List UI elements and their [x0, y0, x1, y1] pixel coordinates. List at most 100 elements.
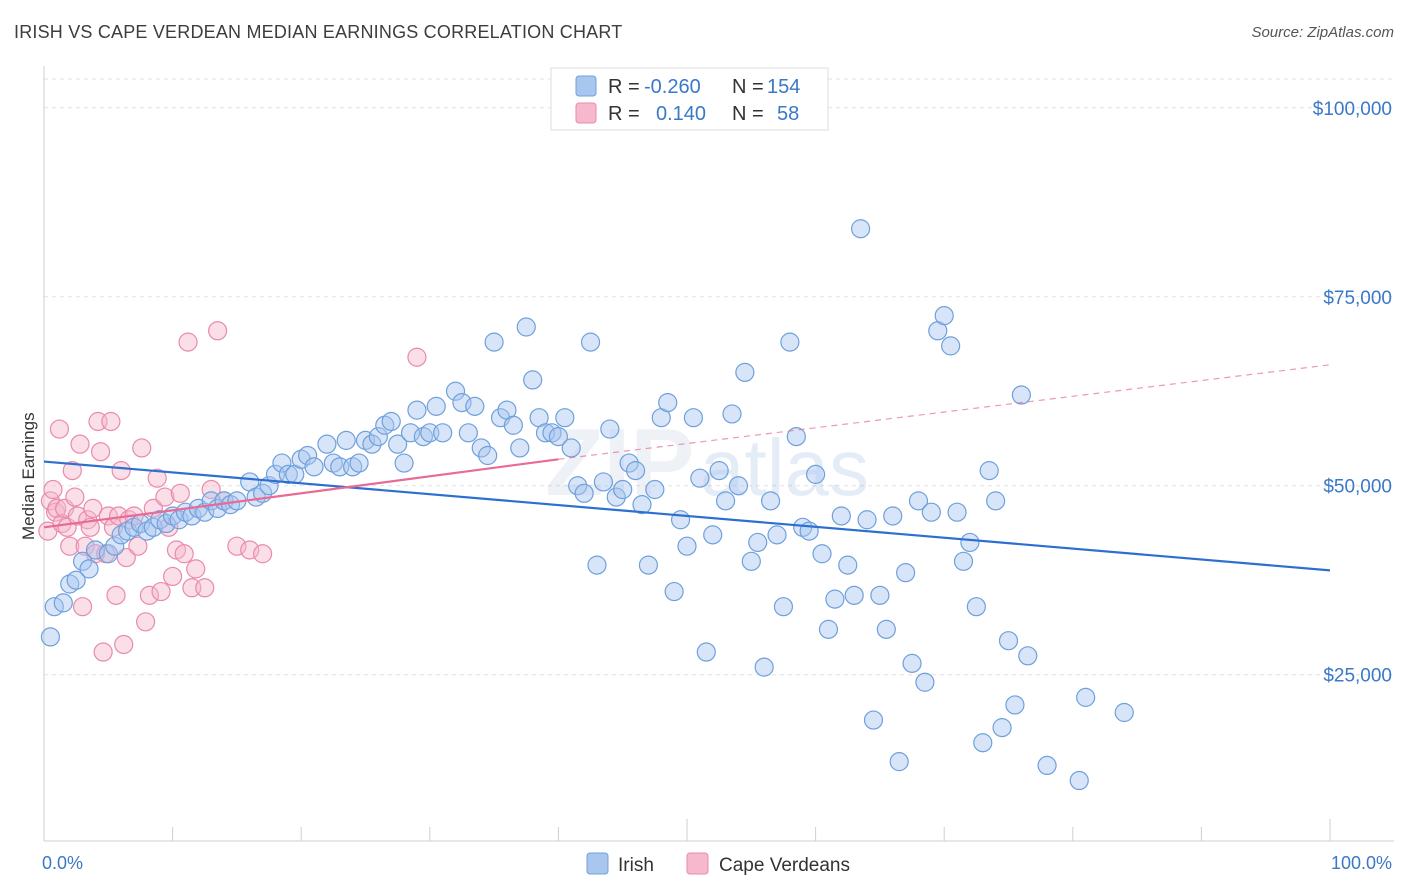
- data-point: [812, 544, 832, 564]
- data-point: [986, 491, 1006, 511]
- data-point: [368, 427, 388, 447]
- data-point: [445, 381, 466, 401]
- data-point: [1011, 385, 1031, 405]
- data-point: [178, 332, 198, 352]
- data-point: [934, 306, 954, 326]
- data-point: [72, 597, 93, 617]
- data-point: [703, 525, 723, 545]
- data-point: [863, 710, 884, 730]
- data-point: [593, 472, 614, 492]
- data-point: [195, 578, 215, 598]
- legend-r-value-irish: -0.260: [644, 76, 701, 98]
- data-point: [831, 506, 851, 526]
- data-point: [169, 510, 189, 530]
- data-point: [973, 733, 993, 753]
- data-point: [625, 461, 646, 481]
- data-point: [741, 551, 761, 571]
- data-point: [253, 544, 273, 564]
- data-point: [106, 585, 126, 605]
- data-point: [908, 491, 929, 511]
- data-point: [143, 517, 163, 537]
- data-point: [767, 525, 787, 545]
- data-point: [208, 321, 228, 341]
- data-point: [1114, 702, 1134, 723]
- data-point: [135, 612, 156, 632]
- chart-title: IRISH VS CAPE VERDEAN MEDIAN EARNINGS CO…: [14, 22, 623, 42]
- data-point: [786, 427, 806, 447]
- data-point: [773, 597, 794, 617]
- x-tick-label: 100.0%: [1331, 853, 1392, 873]
- y-tick-label: $50,000: [1323, 477, 1392, 498]
- correlation-legend: R = -0.260 N = 154 R = 0.140 N = 58: [550, 67, 829, 131]
- legend-n-value-cape: 58: [777, 103, 799, 125]
- bottom-legend-cape: Cape Verdeans: [719, 855, 850, 876]
- data-point: [53, 593, 73, 613]
- legend-swatch-cape: [575, 102, 597, 124]
- data-point: [72, 551, 93, 571]
- data-point: [186, 559, 206, 579]
- data-point: [151, 581, 171, 602]
- data-point: [201, 479, 221, 500]
- data-point: [574, 483, 594, 503]
- y-tick-label: $25,000: [1323, 666, 1392, 687]
- data-point: [844, 585, 864, 605]
- bottom-legend-swatch-cape: [686, 852, 709, 875]
- source-label: Source: ZipAtlas.com: [1251, 24, 1394, 41]
- data-point: [163, 566, 183, 587]
- data-point: [105, 536, 125, 556]
- data-point: [883, 506, 903, 526]
- data-point: [278, 464, 298, 484]
- data-point: [555, 408, 575, 428]
- data-point: [805, 464, 826, 484]
- data-point: [606, 487, 626, 507]
- data-point: [298, 445, 318, 466]
- data-point: [876, 619, 896, 639]
- data-point: [93, 642, 113, 662]
- data-point: [336, 430, 356, 450]
- cape-trend-line: [43, 458, 559, 529]
- data-point: [760, 491, 781, 511]
- irish-points: [40, 219, 1134, 791]
- data-point: [921, 502, 941, 522]
- data-point: [1018, 646, 1038, 666]
- y-axis-label: Median Earnings: [19, 412, 38, 540]
- data-point: [709, 461, 729, 481]
- data-point: [111, 461, 131, 481]
- data-point: [780, 332, 800, 352]
- legend-swatch-irish: [575, 75, 597, 97]
- data-point: [407, 347, 427, 367]
- data-point: [349, 453, 369, 473]
- data-point: [1076, 687, 1096, 707]
- y-tick-label: $100,000: [1313, 99, 1392, 120]
- data-point: [240, 540, 260, 560]
- data-point: [362, 434, 382, 454]
- data-point: [600, 419, 620, 439]
- data-point: [568, 476, 588, 496]
- data-point: [139, 585, 160, 605]
- data-point: [619, 453, 639, 473]
- data-point: [66, 570, 86, 590]
- x-tick-labels: 0.0% 100.0%: [42, 853, 1392, 873]
- data-point: [70, 434, 90, 454]
- data-point: [510, 438, 530, 458]
- data-point: [516, 317, 536, 337]
- data-point: [156, 513, 176, 534]
- data-point: [67, 506, 88, 526]
- data-point: [632, 495, 652, 515]
- data-point: [90, 442, 111, 462]
- data-point: [79, 559, 99, 579]
- bottom-legend-swatch-irish: [586, 852, 609, 875]
- data-point: [394, 453, 414, 473]
- data-point: [1037, 755, 1057, 776]
- data-point: [388, 434, 408, 454]
- data-point: [580, 332, 601, 352]
- data-point: [452, 392, 472, 413]
- data-point: [75, 536, 95, 556]
- data-point: [98, 544, 118, 564]
- data-point: [47, 498, 67, 519]
- cape-verdean-points: [38, 321, 427, 662]
- bottom-legend-irish: Irish: [618, 855, 654, 876]
- x-tick-label: 0.0%: [42, 853, 83, 873]
- data-point: [728, 476, 749, 496]
- legend-n-value-irish: 154: [767, 76, 800, 98]
